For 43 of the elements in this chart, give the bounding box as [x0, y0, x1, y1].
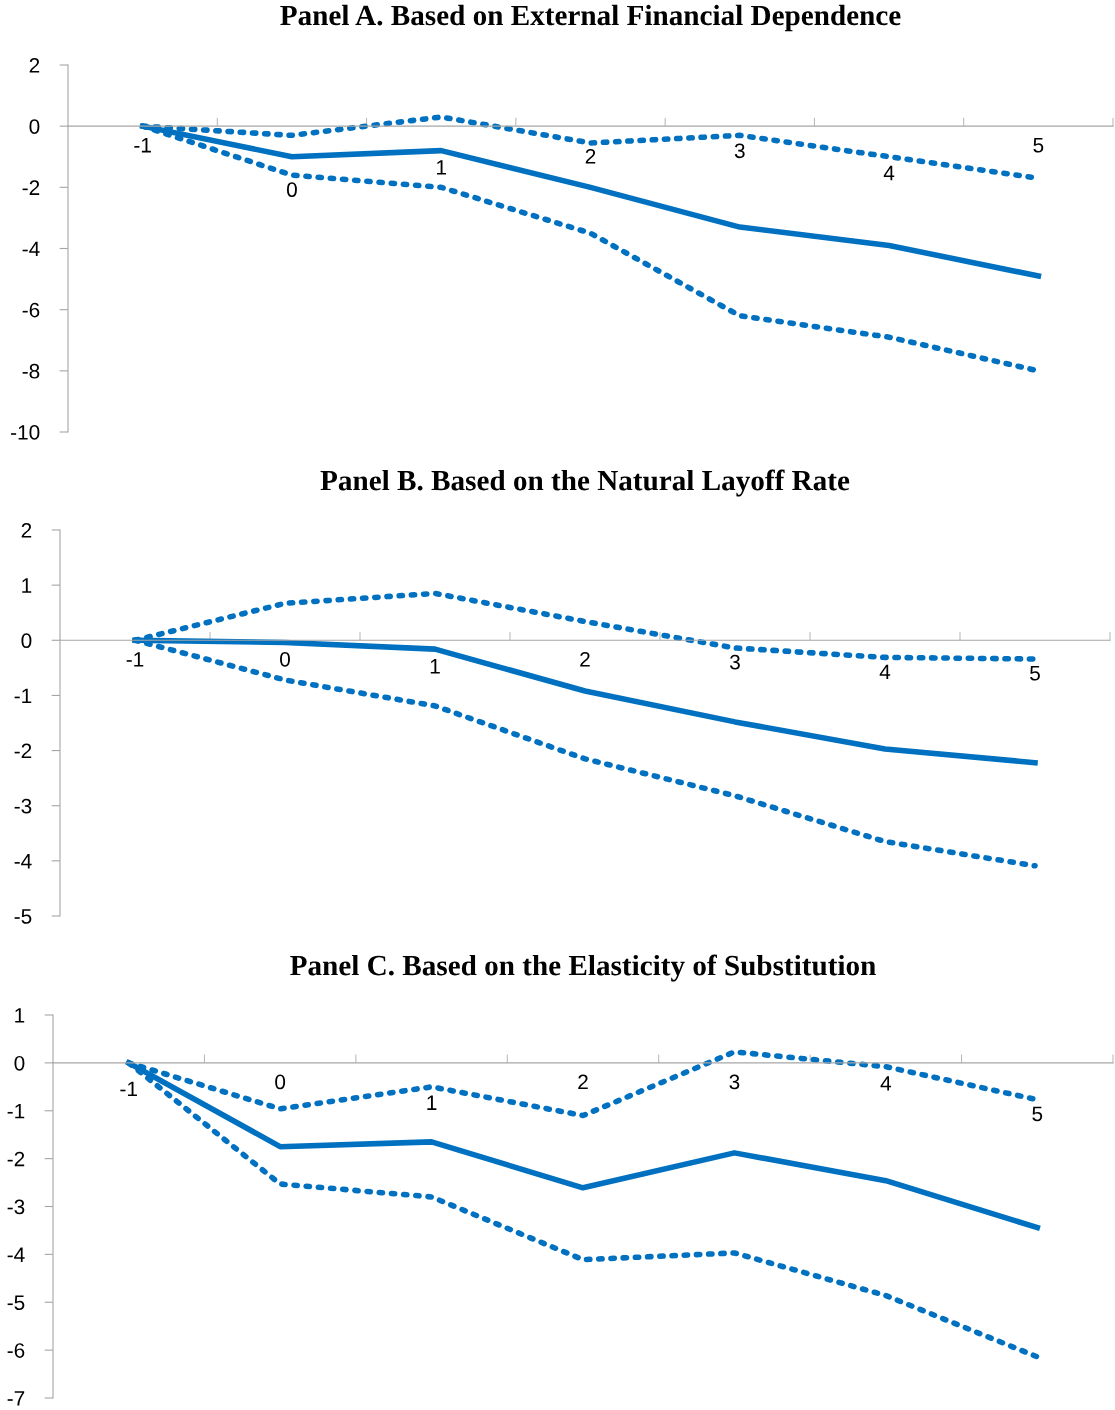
x-tick-label: 3: [734, 143, 745, 159]
x-tick-label: 0: [280, 651, 290, 667]
x-tick-label: 5: [1033, 138, 1044, 153]
x-tick-label: -1: [126, 652, 144, 667]
y-tick-label: -5: [14, 909, 32, 924]
y-tick-label: 1: [15, 1008, 25, 1023]
y-tick-label: -1: [14, 688, 32, 703]
x-tick-label: 3: [730, 654, 740, 670]
y-tick-label: -4: [22, 241, 40, 257]
y-tick-label: -5: [7, 1295, 25, 1310]
x-tick-label: 5: [1032, 1106, 1043, 1122]
y-tick-label: -3: [14, 798, 32, 814]
y-tick-label: -2: [22, 180, 40, 195]
x-tick-label: 5: [1030, 666, 1040, 681]
x-tick-label: 1: [430, 659, 440, 674]
y-tick-label: -4: [7, 1247, 25, 1262]
y-tick-label: 1: [22, 578, 32, 593]
y-tick-label: 0: [21, 633, 32, 649]
y-tick-label: -10: [11, 425, 40, 440]
x-tick-label: 4: [880, 1076, 892, 1091]
x-tick-label: 2: [580, 651, 590, 667]
y-tick-label: 2: [21, 523, 32, 538]
y-tick-label: -2: [14, 743, 32, 759]
x-tick-label: 4: [883, 165, 895, 181]
y-tick-label: -4: [14, 854, 32, 869]
x-tick-label: 0: [275, 1074, 286, 1090]
y-tick-label: -6: [22, 302, 40, 318]
y-tick-label: 0: [29, 119, 40, 134]
y-tick-label: -2: [7, 1151, 25, 1167]
y-tick-label: 0: [14, 1055, 25, 1071]
x-tick-label: 3: [729, 1074, 740, 1090]
y-tick-label: -8: [22, 363, 40, 379]
chart-title: Panel B. Based on the Natural Layoff Rate: [320, 469, 850, 497]
x-tick-label: 2: [578, 1074, 588, 1090]
chart-title: Panel A. Based on External Financial Dependence: [280, 4, 901, 32]
y-tick-label: -6: [7, 1343, 25, 1358]
x-tick-label: -1: [134, 138, 151, 153]
x-tick-label: 4: [879, 664, 891, 679]
chart-title: Panel C. Based on the Elasticity of Substitution: [290, 954, 876, 982]
y-tick-label: -7: [7, 1391, 25, 1406]
y-tick-label: 2: [29, 58, 40, 73]
y-tick-label: -3: [7, 1199, 25, 1215]
x-tick-label: -1: [120, 1081, 137, 1097]
